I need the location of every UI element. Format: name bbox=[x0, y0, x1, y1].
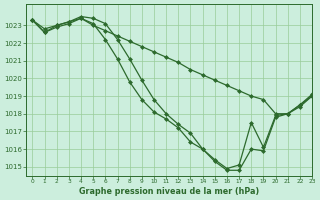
X-axis label: Graphe pression niveau de la mer (hPa): Graphe pression niveau de la mer (hPa) bbox=[79, 187, 259, 196]
